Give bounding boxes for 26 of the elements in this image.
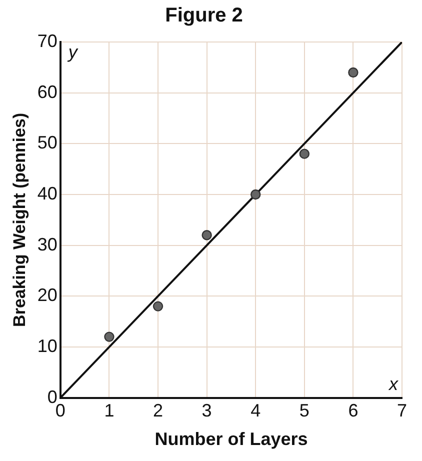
point [104, 332, 114, 342]
y-tick-label: 0 [47, 386, 58, 407]
annotation: y [66, 42, 78, 62]
point [299, 148, 310, 159]
x-axis-title: Number of Layers [154, 429, 308, 450]
y-tick-label: 30 [37, 234, 58, 254]
point [250, 189, 261, 200]
chart-title: Figure 2 [165, 4, 243, 27]
y-tick-label: 50 [37, 132, 58, 153]
y-tick-label: 20 [37, 285, 58, 306]
x-tick-label: 7 [396, 400, 408, 421]
point [348, 67, 358, 78]
x-tick-label: 4 [250, 400, 261, 421]
point [152, 301, 164, 312]
annotation: x [388, 374, 399, 394]
x-tick-label: 2 [153, 400, 164, 421]
x-tick-label: 6 [348, 400, 358, 421]
y-axis-title: Breaking Weight (pennies) [10, 112, 29, 327]
x-tick-label: 5 [299, 400, 310, 421]
y-tick-label: 70 [37, 30, 58, 51]
x-tick-label: 3 [202, 400, 212, 421]
y-tick-label: 40 [37, 183, 58, 204]
y-tick-label: 60 [37, 82, 58, 102]
y-tick-label: 10 [37, 336, 58, 356]
point [202, 230, 212, 240]
x-tick-label: 1 [104, 400, 114, 421]
